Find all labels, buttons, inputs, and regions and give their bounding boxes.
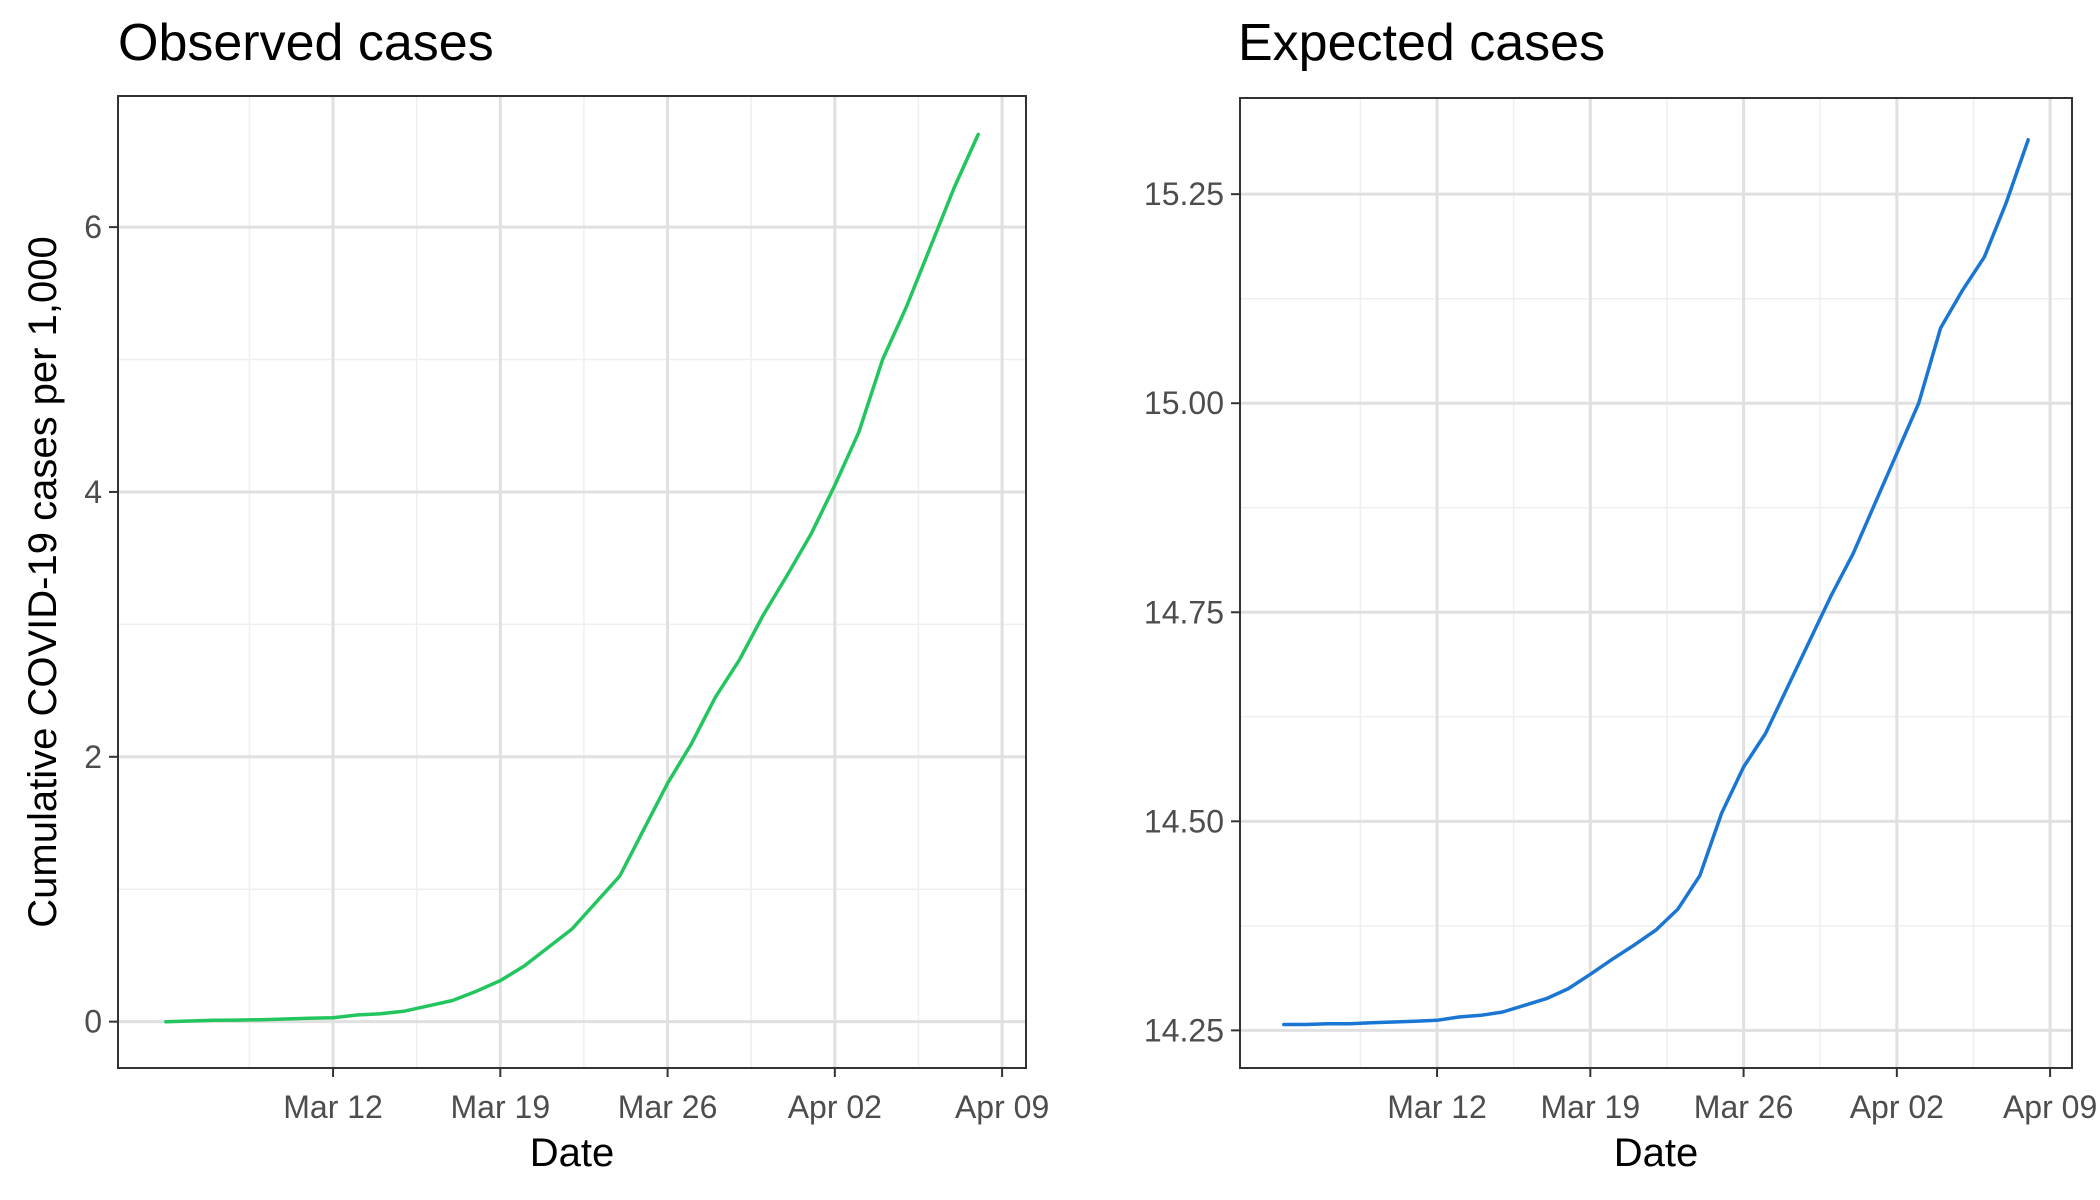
y-tick-label: 14.25 [1144, 1012, 1224, 1048]
observed-cases-panel: Observed cases Mar 12 Mar 19 Mar 26 Apr 02 A… [21, 14, 1049, 1175]
x-tick-label: Apr 02 [788, 1089, 882, 1125]
y-tick-label: 0 [84, 1004, 102, 1040]
plot-border [117, 95, 1027, 1069]
y-tick-label: 14.50 [1144, 803, 1224, 839]
panel-title: Observed cases [118, 14, 494, 72]
x-tick-label: Mar 26 [1694, 1089, 1794, 1125]
x-tick-label: Mar 12 [283, 1089, 383, 1125]
x-axis-title: Date [1614, 1131, 1699, 1175]
axis-ticks: Mar 12 Mar 19 Mar 26 Apr 02 Apr 09 14.25 14.50… [1144, 176, 2097, 1125]
y-tick-label: 14.75 [1144, 594, 1224, 630]
plot-border [1239, 97, 2073, 1069]
x-tick-label: Apr 02 [1850, 1089, 1944, 1125]
x-tick-label: Apr 09 [2003, 1089, 2097, 1125]
y-tick-label: 2 [84, 739, 102, 775]
y-tick-label: 4 [84, 474, 102, 510]
y-tick-label: 15.25 [1144, 176, 1224, 212]
grid [1240, 98, 2072, 1068]
y-tick-label: 6 [84, 209, 102, 245]
series-line [164, 132, 980, 1024]
x-tick-label: Mar 26 [618, 1089, 718, 1125]
panel-title: Expected cases [1238, 14, 1605, 72]
series-line [1282, 138, 2030, 1027]
x-tick-label: Apr 09 [955, 1089, 1049, 1125]
y-axis-title: Cumulative COVID-19 cases per 1,000 [21, 236, 65, 927]
x-tick-label: Mar 12 [1387, 1089, 1487, 1125]
axis-ticks: Mar 12 Mar 19 Mar 26 Apr 02 Apr 09 0 2 4 6 [84, 209, 1049, 1125]
x-axis-title: Date [530, 1131, 615, 1175]
x-tick-label: Mar 19 [1541, 1089, 1641, 1125]
y-tick-label: 15.00 [1144, 385, 1224, 421]
grid [118, 96, 1026, 1068]
x-tick-label: Mar 19 [451, 1089, 551, 1125]
series-layer [1282, 138, 2030, 1027]
series-layer [164, 132, 980, 1024]
expected-cases-panel: Expected cases Mar 12 Mar 19 Mar 26 Apr 02 A… [1144, 14, 2097, 1175]
